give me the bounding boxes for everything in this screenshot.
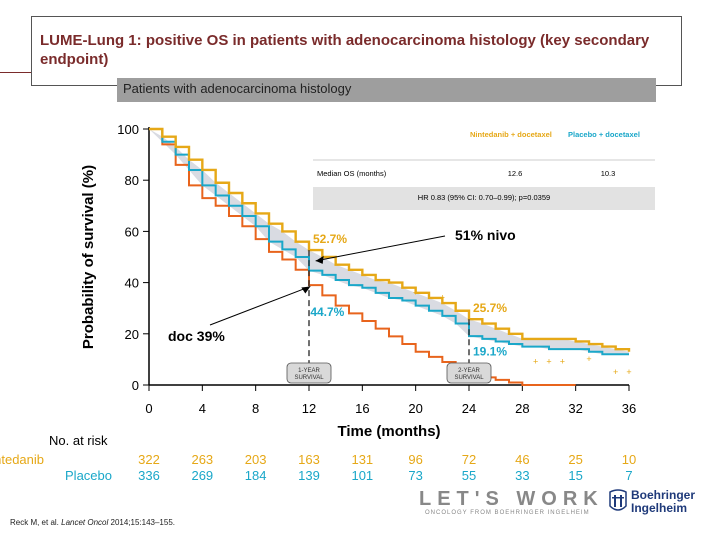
x-tick-label: 0 xyxy=(145,401,152,416)
risk-nintedanib-value: 25 xyxy=(568,452,583,467)
median-table-hr-bg xyxy=(313,187,655,210)
x-tick-label: 24 xyxy=(462,401,476,416)
median-nintedanib-value: 12.6 xyxy=(508,169,523,178)
risk-placebo-value: 73 xyxy=(408,468,423,483)
x-tick-label: 36 xyxy=(622,401,636,416)
risk-placebo-value: 139 xyxy=(298,468,320,483)
risk-placebo-value: 15 xyxy=(568,468,583,483)
censor-mark: + xyxy=(533,357,538,367)
slide-title: LUME-Lung 1: positive OS in patients wit… xyxy=(40,32,650,68)
label-placebo-24: 19.1% xyxy=(473,345,507,359)
risk-placebo-value: 33 xyxy=(515,468,530,483)
title-box: LUME-Lung 1: positive OS in patients wit… xyxy=(31,16,682,86)
x-tick-label: 16 xyxy=(355,401,369,416)
y-tick-label: 100 xyxy=(117,122,139,137)
title-rule xyxy=(0,72,32,73)
label-nintedanib-12: 52.7% xyxy=(313,232,347,246)
y-tick-label: 80 xyxy=(125,173,139,188)
x-tick-label: 8 xyxy=(252,401,259,416)
two-year-survival-line1: 2-YEAR xyxy=(458,368,480,374)
median-table-row-bg xyxy=(313,160,655,187)
lets-work-logo: LET'S WORK xyxy=(419,488,604,510)
median-header-nintedanib: Nintedanib + docetaxel xyxy=(470,130,552,139)
callout-doc: doc 39% xyxy=(168,328,225,344)
x-tick-label: 4 xyxy=(199,401,206,416)
risk-label-placebo: Placebo xyxy=(65,468,112,483)
risk-placebo-value: 269 xyxy=(191,468,214,483)
risk-nintedanib-value: 322 xyxy=(138,452,160,467)
median-header-placebo: Placebo + docetaxel xyxy=(568,130,640,139)
risk-nintedanib-value: 131 xyxy=(351,452,374,467)
series-line-placebo xyxy=(149,128,629,356)
series-line-nintedanib xyxy=(149,127,631,352)
x-axis-title: Time (months) xyxy=(337,423,440,440)
lets-work-tagline: ONCOLOGY FROM BOEHRINGER INGELHEIM xyxy=(425,510,590,516)
subheader-text: Patients with adenocarcinoma histology xyxy=(123,81,352,96)
risk-nintedanib-value: 163 xyxy=(298,452,320,467)
one-year-survival-line2: SURVIVAL xyxy=(294,375,324,381)
risk-placebo-value: 7 xyxy=(625,468,633,483)
subheader-bar: Patients with adenocarcinoma histology xyxy=(117,78,656,102)
median-row-label: Median OS (months) xyxy=(317,169,387,178)
risk-placebo-value: 336 xyxy=(138,468,160,483)
median-placebo-value: 10.3 xyxy=(601,169,616,178)
risk-placebo-value: 184 xyxy=(244,468,267,483)
censor-mark: + xyxy=(546,357,551,367)
risk-nintedanib-value: 72 xyxy=(461,452,477,467)
y-tick-label: 40 xyxy=(125,276,139,291)
two-year-survival-line2: SURVIVAL xyxy=(454,375,484,381)
y-tick-label: 60 xyxy=(125,224,139,239)
hazard-ratio: HR 0.83 (95% CI: 0.70–0.99); p=0.0359 xyxy=(418,193,550,202)
callout-nivo-arrowhead xyxy=(315,255,324,264)
censor-mark: + xyxy=(586,354,591,364)
callout-doc-arrow xyxy=(209,285,311,326)
censor-mark: + xyxy=(413,287,418,297)
risk-placebo-value: 55 xyxy=(461,468,477,483)
censor-mark: + xyxy=(440,293,445,303)
callout-nivo: 51% nivo xyxy=(455,227,516,243)
risk-nintedanib-value: 203 xyxy=(244,452,267,467)
one-year-survival-box xyxy=(286,362,332,384)
two-year-survival-box xyxy=(446,362,492,384)
callout-doc-arrowhead xyxy=(301,286,311,294)
x-tick-label: 12 xyxy=(302,401,316,416)
one-year-survival-line1: 1-YEAR xyxy=(298,368,320,374)
censor-mark: + xyxy=(613,367,618,377)
risk-table-header: No. at risk xyxy=(49,433,108,448)
risk-label-nintedanib: Nintedanib xyxy=(0,452,44,467)
censor-mark: + xyxy=(560,357,565,367)
censor-mark: + xyxy=(626,367,631,377)
x-tick-label: 32 xyxy=(568,401,582,416)
risk-placebo-value: 101 xyxy=(351,468,374,483)
y-axis-title: Probability of survival (%) xyxy=(80,165,97,349)
risk-nintedanib-value: 96 xyxy=(408,452,423,467)
risk-nintedanib-value: 46 xyxy=(515,452,530,467)
y-tick-label: 0 xyxy=(132,378,139,393)
y-tick-label: 20 xyxy=(125,327,139,342)
company-name: Boehringer Ingelheim xyxy=(631,488,696,515)
callout-nivo-arrow xyxy=(315,235,446,262)
x-tick-label: 28 xyxy=(515,401,529,416)
label-nintedanib-24: 25.7% xyxy=(473,301,507,315)
label-placebo-12: 44.7% xyxy=(310,305,344,319)
risk-nintedanib-value: 263 xyxy=(191,452,214,467)
reference: Reck M, et al. Lancet Oncol 2014;15:143–… xyxy=(10,518,175,527)
x-tick-label: 20 xyxy=(408,401,422,416)
boehringer-logo-icon xyxy=(609,489,627,511)
risk-nintedanib-value: 10 xyxy=(621,452,637,467)
